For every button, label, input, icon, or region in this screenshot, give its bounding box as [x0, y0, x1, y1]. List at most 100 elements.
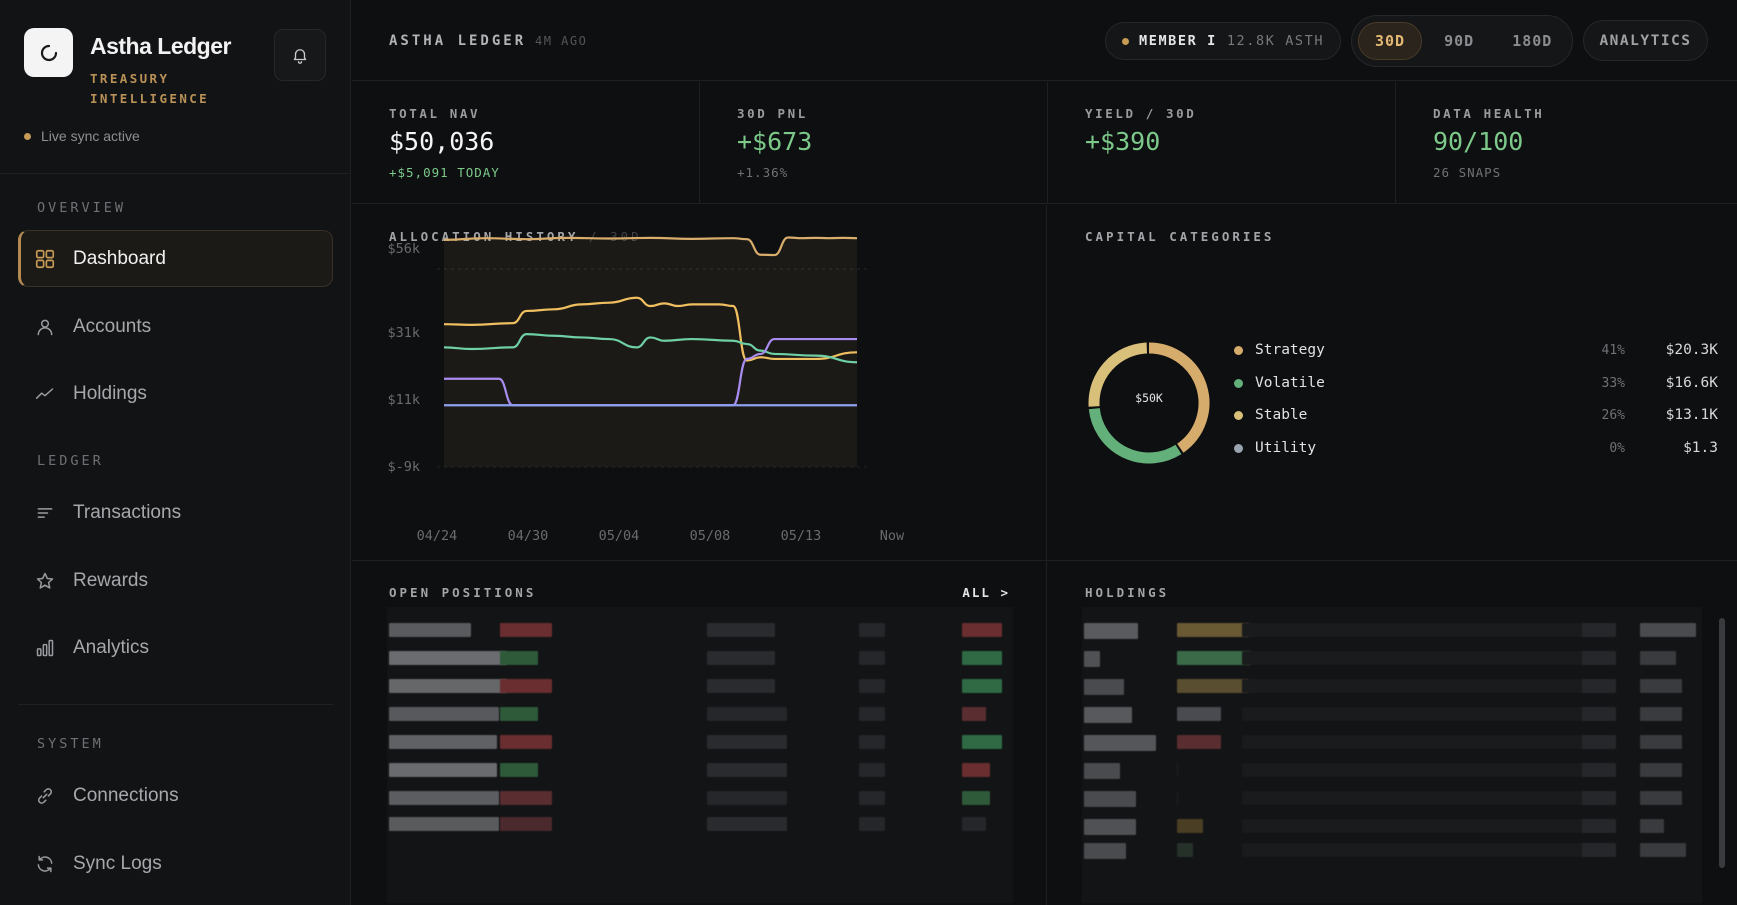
redacted-cell: [1582, 843, 1616, 857]
sidebar-item-dashboard[interactable]: Dashboard: [18, 230, 333, 287]
live-sync-status: Live sync active: [24, 128, 140, 144]
category-name: Stable: [1255, 407, 1308, 423]
category-value: $13.1K: [1665, 407, 1718, 423]
redacted-cell: [1084, 843, 1126, 859]
sidebar-item-rewards[interactable]: Rewards: [18, 552, 333, 609]
stat-30d-pnl: 30D PNL +$673 +1.36%: [700, 82, 1048, 204]
bar-chart-icon: [34, 637, 56, 659]
legend-dot-icon: [1234, 345, 1243, 355]
donut-slice-stable[interactable]: [1088, 342, 1148, 407]
grid-icon: [34, 248, 56, 270]
category-row-utility[interactable]: Utility 0% $1.3: [1234, 437, 1718, 459]
redacted-cell: [1582, 651, 1616, 665]
allocation-chart: $56k $31k $11k $-9k 04/24 04/30 05/04 05/08 05/1…: [387, 236, 905, 544]
sidebar-item-sync-logs[interactable]: Sync Logs: [18, 835, 333, 892]
star-icon: [34, 570, 56, 592]
open-positions-panel: OPEN POSITIONS ALL >: [352, 561, 1046, 905]
donut-slice-strategy[interactable]: [1148, 342, 1210, 453]
redacted-cell: [389, 679, 507, 693]
divider: [18, 704, 333, 705]
positions-title: OPEN POSITIONS: [389, 585, 537, 600]
allocation-range: 30D: [610, 229, 642, 244]
redacted-cell: [859, 707, 885, 721]
redacted-cell: [1582, 735, 1616, 749]
redacted-cell: [1640, 623, 1696, 637]
sidebar: Astha Ledger TREASURY INTELLIGENCE Live …: [0, 0, 351, 905]
redacted-cell: [1640, 843, 1686, 857]
refresh-logo-icon: [40, 44, 57, 61]
stat-label: YIELD / 30D: [1085, 106, 1197, 121]
redacted-cell: [500, 679, 552, 693]
category-row-strategy[interactable]: Strategy 41% $20.3K: [1234, 339, 1718, 361]
stat-label: DATA HEALTH: [1433, 106, 1545, 121]
redacted-cell: [707, 707, 787, 721]
redacted-cell: [1582, 707, 1616, 721]
x-tick-label: Now: [880, 528, 905, 544]
redacted-cell: [1084, 791, 1136, 807]
redacted-cell: [707, 623, 775, 637]
y-tick-label: $56k: [387, 241, 420, 257]
redacted-cell: [1084, 679, 1124, 695]
category-row-stable[interactable]: Stable 26% $13.1K: [1234, 404, 1718, 426]
redacted-cell: [500, 707, 538, 721]
category-name: Utility: [1255, 440, 1317, 456]
redacted-cell: [1640, 735, 1682, 749]
sidebar-item-analytics[interactable]: Analytics: [18, 619, 333, 676]
stat-sub: +1.36%: [737, 165, 789, 180]
x-tick-label: 05/08: [690, 528, 731, 544]
sidebar-item-label: Analytics: [73, 636, 150, 658]
redacted-cell: [962, 623, 1002, 637]
range-30d-button[interactable]: 30D: [1358, 22, 1423, 60]
analytics-button[interactable]: ANALYTICS: [1583, 20, 1708, 61]
section-ledger: LEDGER: [37, 453, 104, 469]
redacted-cell: [1640, 679, 1682, 693]
redacted-cell: [1177, 843, 1193, 857]
redacted-cell: [500, 817, 552, 831]
redacted-cell: [1177, 819, 1203, 833]
sidebar-item-holdings[interactable]: Holdings: [18, 365, 333, 422]
redacted-cell: [962, 707, 986, 721]
redacted-cell: [1084, 819, 1136, 835]
redacted-cell: [1177, 791, 1178, 805]
brand-logo[interactable]: [24, 28, 73, 77]
holdings-scrollbar[interactable]: [1719, 618, 1725, 868]
view-all-link[interactable]: ALL >: [962, 585, 1010, 600]
redacted-cell: [1242, 623, 1612, 637]
legend-dot-icon: [1234, 410, 1243, 420]
category-pct: 33%: [1601, 375, 1625, 391]
trend-icon: [34, 383, 56, 405]
category-value: $16.6K: [1665, 375, 1718, 391]
redacted-cell: [1084, 707, 1132, 723]
redacted-cell: [707, 651, 775, 665]
legend-dot-icon: [1234, 378, 1243, 388]
redacted-cell: [1177, 651, 1251, 665]
redacted-cell: [1582, 763, 1616, 777]
notifications-button[interactable]: [274, 29, 326, 81]
member-badge[interactable]: MEMBER I 12.8K ASTH: [1105, 22, 1341, 60]
stat-total-nav: TOTAL NAV $50,036 +$5,091 TODAY: [352, 82, 700, 204]
redacted-cell: [707, 817, 787, 831]
member-dot-icon: [1122, 37, 1129, 45]
stat-value: +$390: [1085, 127, 1161, 156]
category-name: Volatile: [1255, 375, 1325, 391]
redacted-cell: [1084, 763, 1120, 779]
sidebar-item-transactions[interactable]: Transactions: [18, 484, 333, 541]
sidebar-item-label: Rewards: [73, 569, 148, 591]
category-row-volatile[interactable]: Volatile 33% $16.6K: [1234, 372, 1718, 394]
section-overview: OVERVIEW: [37, 200, 127, 216]
category-pct: 41%: [1601, 342, 1625, 358]
redacted-cell: [859, 651, 885, 665]
redacted-cell: [1640, 819, 1664, 833]
capital-categories-panel: CAPITAL CATEGORIES $50K Strategy 41% $20…: [1047, 205, 1737, 560]
donut-slice-volatile[interactable]: [1088, 407, 1182, 464]
range-90d-button[interactable]: 90D: [1444, 32, 1475, 50]
sidebar-item-connections[interactable]: Connections: [18, 767, 333, 824]
redacted-cell: [1242, 679, 1612, 693]
redacted-cell: [1242, 791, 1612, 805]
capital-title: CAPITAL CATEGORIES: [1085, 229, 1275, 244]
page-title: ASTHA LEDGER: [389, 33, 527, 49]
range-180d-button[interactable]: 180D: [1512, 32, 1553, 50]
stats-row: TOTAL NAV $50,036 +$5,091 TODAY 30D PNL …: [352, 82, 1737, 204]
sidebar-item-accounts[interactable]: Accounts: [18, 298, 333, 355]
redacted-cell: [389, 651, 507, 665]
